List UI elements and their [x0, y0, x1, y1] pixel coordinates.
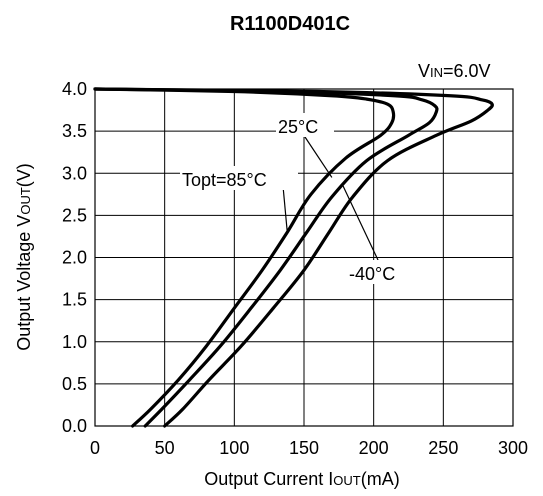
annotation-bg-85c [180, 166, 298, 190]
annotations: Topt=85°C 25°C -40°C [180, 113, 411, 284]
y-tick-label: 1.5 [62, 290, 87, 310]
annotation-bg-25c [276, 113, 334, 137]
condition-prefix: V [418, 61, 430, 81]
y-tick-label: 3.0 [62, 163, 87, 183]
x-tick-label: 300 [498, 438, 528, 458]
x-axis-label-suffix: (mA) [361, 469, 400, 489]
annotation-40c: -40°C [349, 264, 395, 284]
x-tick-label: 200 [359, 438, 389, 458]
y-axis-label: Output Voltage VOUT(V) [14, 163, 34, 351]
x-tick-label: 150 [289, 438, 319, 458]
y-tick-label: 2.0 [62, 248, 87, 268]
annotation-leader-0 [282, 185, 288, 233]
y-tick-label: 3.5 [62, 121, 87, 141]
annotation-25c: 25°C [278, 117, 318, 137]
annotation-bg-40c [347, 260, 411, 284]
annotation-85c: Topt=85°C [182, 170, 267, 190]
y-axis-label-prefix: Output Voltage V [14, 215, 34, 351]
x-axis-label-prefix: Output Current I [204, 469, 333, 489]
condition-label: VIN=6.0V [418, 61, 491, 81]
x-axis-label-sub: OUT [333, 473, 361, 488]
series-line-0 [93, 87, 396, 428]
x-tick-label: 0 [90, 438, 100, 458]
chart-title: R1100D401C [230, 13, 350, 35]
grid [95, 89, 513, 426]
y-tick-label: 1.0 [62, 332, 87, 352]
series-lines [93, 87, 494, 428]
annotation-leader-2 [342, 185, 379, 261]
condition-suffix: =6.0V [443, 61, 491, 81]
x-tick-label: 250 [428, 438, 458, 458]
y-tick-label: 2.5 [62, 205, 87, 225]
plot-frame [94, 88, 514, 427]
annotation-leaders [282, 136, 379, 261]
x-axis-label: Output Current IOUT(mA) [204, 469, 400, 489]
series-line-2 [93, 87, 494, 428]
y-tick-label: 0.5 [62, 374, 87, 394]
y-tick-label: 0.0 [62, 416, 87, 436]
y-axis-label-suffix: (V) [14, 163, 34, 187]
x-tick-label: 50 [155, 438, 175, 458]
x-tick-label: 100 [219, 438, 249, 458]
y-tick-label: 4.0 [62, 79, 87, 99]
annotation-leader-1 [304, 136, 333, 178]
tick-labels: 0 50 100 150 200 250 300 0.0 0.5 1.0 1.5 2.0 2.5 3.0 3… [62, 79, 528, 458]
series-line-1 [93, 87, 439, 428]
y-axis-label-sub: OUT [18, 187, 33, 215]
condition-sub: IN [430, 65, 443, 80]
